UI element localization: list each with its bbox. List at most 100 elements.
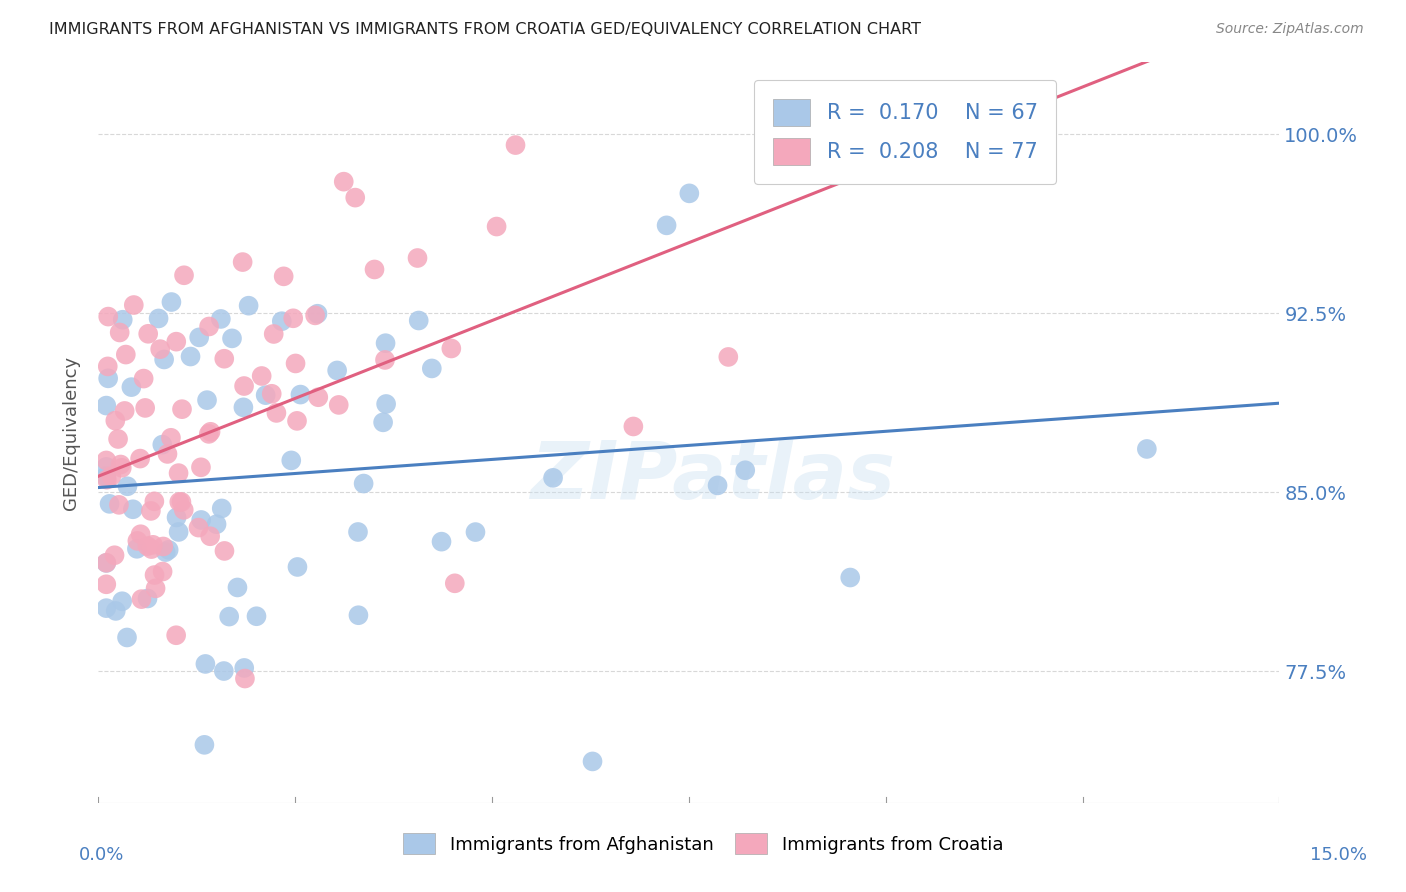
Point [131,592,153,607]
Point [420,361,443,376]
Point [180,350,202,364]
Point [353,476,375,491]
Point [1136,442,1159,456]
Point [290,387,312,401]
Point [188,330,211,344]
Point [96,473,118,487]
Point [114,348,136,362]
Point [148,311,170,326]
Point [97,371,120,385]
Point [195,393,218,408]
Point [209,312,232,326]
Point [96,470,118,484]
Legend: R =  0.170    N = 67, R =  0.208    N = 77: R = 0.170 N = 67, R = 0.208 N = 77 [754,80,1056,184]
Point [96,556,118,570]
Point [173,268,195,283]
Point [122,298,145,312]
Text: 15.0%: 15.0% [1310,846,1367,863]
Point [211,501,233,516]
Point [307,307,329,321]
Point [96,453,118,467]
Point [96,459,118,474]
Point [108,498,131,512]
Point [344,191,367,205]
Point [214,351,236,366]
Point [541,471,564,485]
Point [145,582,167,596]
Point [443,576,465,591]
Point [134,401,156,415]
Point [170,402,193,417]
Legend: Immigrants from Afghanistan, Immigrants from Croatia: Immigrants from Afghanistan, Immigrants … [394,824,1012,863]
Point [156,447,179,461]
Point [190,513,212,527]
Point [218,609,240,624]
Point [408,313,430,327]
Point [125,541,148,556]
Point [233,672,256,686]
Point [104,604,127,618]
Point [284,356,307,370]
Point [194,657,217,671]
Point [326,363,349,377]
Point [332,175,354,189]
Point [706,478,728,492]
Point [581,755,603,769]
Point [214,544,236,558]
Point [187,520,209,534]
Point [375,397,398,411]
Point [132,371,155,385]
Point [96,469,118,483]
Point [150,437,173,451]
Point [245,609,267,624]
Point [283,311,305,326]
Point [371,415,394,429]
Point [96,577,118,591]
Point [347,524,370,539]
Point [440,342,463,356]
Point [232,255,254,269]
Point [328,398,350,412]
Point [678,186,700,201]
Point [96,556,118,570]
Point [129,451,152,466]
Point [103,548,125,562]
Point [141,542,163,557]
Point [173,503,195,517]
Point [170,495,193,509]
Point [285,414,308,428]
Point [111,312,134,326]
Point [238,299,260,313]
Point [717,350,740,364]
Point [122,502,145,516]
Point [160,295,183,310]
Point [152,540,174,554]
Point [363,262,385,277]
Point [233,379,256,393]
Point [139,504,162,518]
Point [166,510,188,524]
Point [505,138,527,153]
Point [120,380,142,394]
Point [232,401,254,415]
Point [127,533,149,548]
Point [734,463,756,477]
Point [198,319,221,334]
Point [169,495,191,509]
Point [374,353,396,368]
Point [143,568,166,582]
Point [193,738,215,752]
Point [165,628,187,642]
Point [157,542,180,557]
Point [655,219,678,233]
Point [108,326,131,340]
Point [198,426,221,441]
Point [307,390,329,404]
Point [270,314,292,328]
Point [129,527,152,541]
Point [100,469,122,483]
Point [111,460,134,475]
Point [430,534,453,549]
Point [190,460,212,475]
Point [160,431,183,445]
